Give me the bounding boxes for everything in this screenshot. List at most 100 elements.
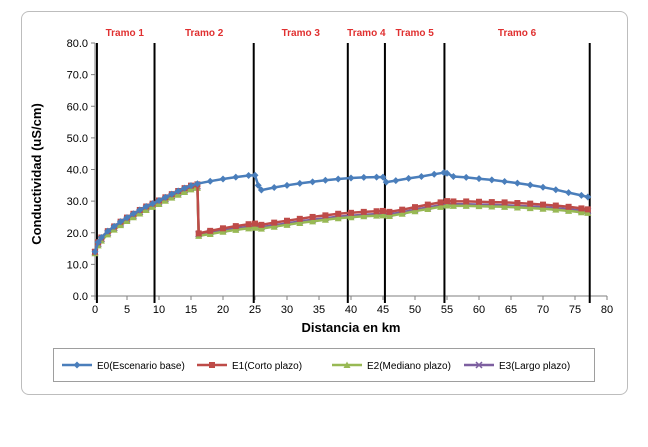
x-tick-label: 80: [601, 304, 613, 316]
data-point: [526, 204, 534, 212]
x-axis-title: Distancia en km: [302, 320, 401, 335]
data-point: [501, 203, 509, 210]
section-label: Tramo 3: [282, 28, 321, 39]
data-point: [382, 178, 390, 186]
x-tick-label: 15: [185, 304, 197, 316]
data-point: [392, 177, 400, 185]
y-axis-title: Conductividad (uS/cm): [29, 103, 44, 245]
data-point: [232, 173, 240, 181]
x-tick-label: 40: [345, 304, 357, 316]
data-point: [251, 224, 259, 231]
data-point: [578, 205, 585, 212]
data-point: [373, 173, 381, 181]
data-point: [417, 172, 425, 180]
legend-item: E1(Corto plazo): [197, 361, 302, 372]
data-point: [309, 213, 316, 220]
y-tick-label: 10.0: [67, 259, 88, 271]
data-point: [94, 238, 102, 246]
data-point: [232, 223, 239, 230]
data-point: [322, 212, 329, 219]
data-point: [398, 210, 406, 217]
data-point: [252, 220, 258, 227]
section-label: Tramo 4: [347, 28, 386, 39]
section-label: Tramo 1: [106, 28, 145, 39]
legend-swatch-marker: [73, 361, 81, 369]
data-point: [462, 173, 470, 181]
data-point: [254, 181, 262, 189]
data-point: [270, 184, 278, 192]
legend-item: E2(Mediano plazo): [332, 361, 451, 372]
y-tick-label: 50.0: [67, 133, 88, 145]
data-point: [347, 174, 355, 182]
data-point: [424, 201, 431, 208]
x-tick-label: 25: [249, 304, 261, 316]
data-point: [245, 172, 253, 180]
x-tick-label: 0: [92, 304, 98, 316]
data-point: [187, 185, 195, 193]
data-point: [488, 199, 495, 206]
data-point: [110, 222, 118, 230]
legend-label: E1(Corto plazo): [232, 361, 302, 372]
data-point: [552, 186, 560, 194]
x-tick-label: 5: [124, 304, 130, 316]
legend-label: E2(Mediano plazo): [367, 361, 451, 372]
data-point: [335, 210, 342, 217]
series-4: [91, 182, 592, 256]
y-tick-label: 40.0: [67, 165, 88, 177]
data-point: [513, 203, 521, 211]
data-point: [296, 219, 304, 226]
data-point: [181, 188, 189, 195]
data-point: [577, 208, 585, 216]
series-line: [93, 171, 589, 253]
data-point: [379, 211, 387, 219]
legend-svg: E0(Escenario base) E1(Corto plazo) E2(Medi…: [62, 361, 570, 372]
data-point: [526, 181, 534, 189]
data-point: [475, 175, 483, 183]
data-point: [501, 199, 508, 206]
legend-swatch-marker: [343, 361, 351, 368]
data-point: [97, 233, 105, 241]
data-point: [271, 219, 278, 226]
y-tick-label: 20.0: [67, 228, 88, 240]
data-point: [424, 205, 432, 213]
legend-swatch-marker: [475, 361, 483, 369]
data-point: [207, 227, 214, 234]
data-point: [136, 206, 144, 214]
data-point: [334, 175, 342, 183]
data-point: [284, 217, 290, 224]
data-point: [187, 182, 195, 190]
data-point: [181, 184, 189, 192]
data-point: [527, 200, 534, 207]
data-point: [379, 173, 387, 181]
y-tick-label: 80.0: [67, 38, 88, 50]
x-tick-label: 35: [313, 304, 325, 316]
data-point: [257, 186, 265, 194]
data-point: [488, 203, 496, 210]
data-point: [206, 177, 214, 185]
data-point: [540, 201, 546, 208]
data-point: [565, 189, 573, 197]
data-point: [321, 216, 329, 223]
data-point: [449, 172, 457, 180]
plot-layer: 0.0 10.0 20.0 30.0 40.0 50.0 60.0 70.0 80.0 0 5 10 1…: [67, 28, 614, 316]
data-point: [168, 190, 176, 198]
data-point: [449, 202, 457, 209]
series-3: [91, 184, 592, 257]
data-point: [411, 207, 419, 215]
data-point: [584, 209, 592, 216]
data-point: [258, 221, 265, 228]
data-point: [174, 191, 182, 198]
data-point: [360, 212, 368, 220]
data-point: [283, 221, 291, 228]
data-point: [577, 191, 585, 199]
data-point: [552, 202, 559, 209]
data-point: [444, 198, 450, 205]
data-point: [245, 224, 253, 232]
x-tick-label: 10: [153, 304, 165, 316]
x-tick-label: 45: [377, 304, 389, 316]
data-point: [296, 179, 304, 187]
y-tick-label: 30.0: [67, 196, 88, 208]
legend-label: E0(Escenario base): [97, 361, 185, 372]
x-tick-label: 30: [281, 304, 293, 316]
data-point: [584, 193, 592, 201]
